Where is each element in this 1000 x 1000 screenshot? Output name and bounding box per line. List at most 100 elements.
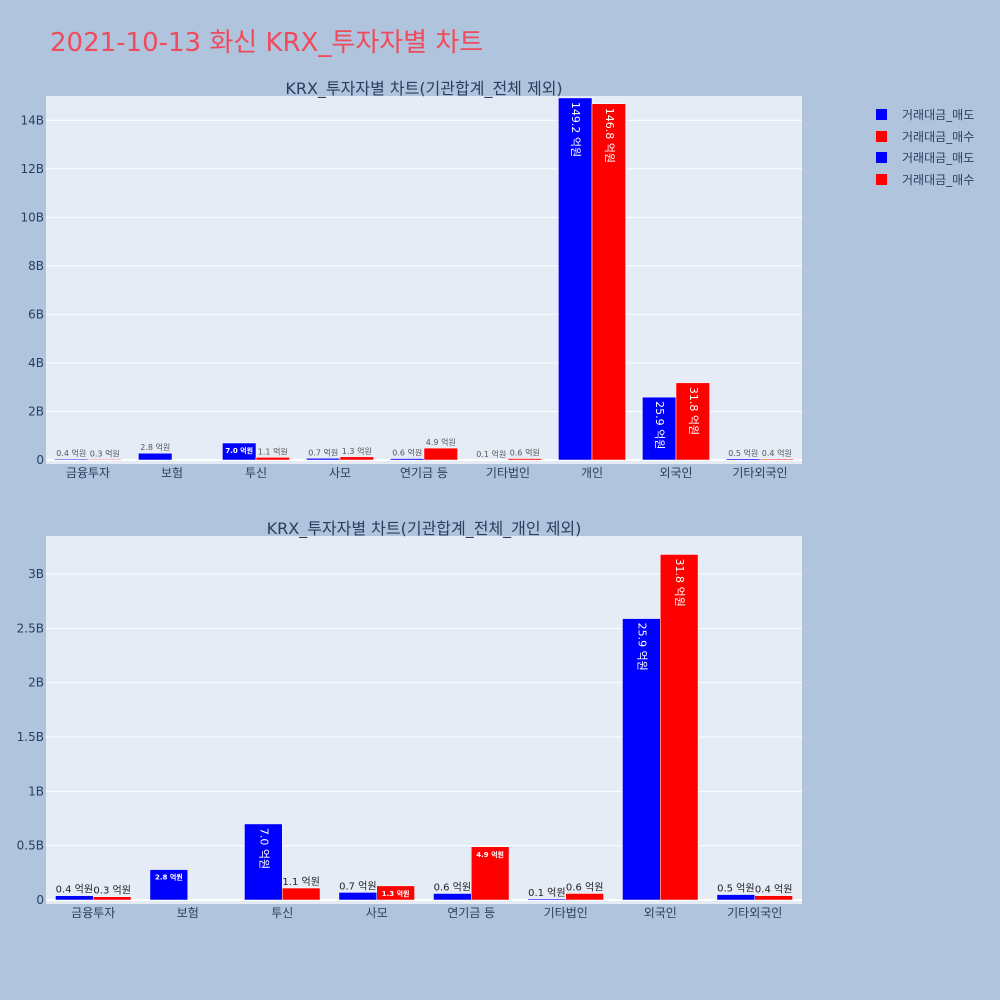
- chart-1-ytick-label: 4B: [28, 356, 44, 370]
- chart-1-xtick-label: 외국인: [659, 466, 692, 480]
- chart-2-bar-sell: [716, 894, 756, 901]
- chart-1-xtick-label: 투신: [245, 466, 267, 480]
- chart-1-ytick-label: 12B: [20, 162, 44, 176]
- chart-2-bar-sell: [149, 869, 188, 901]
- chart-1-bar-sell: [54, 458, 89, 461]
- legend-label: 거래대금_매수: [902, 172, 975, 187]
- chart-1-data-label: 149.2 억원: [569, 102, 582, 157]
- chart-2-data-label: 0.1 억원: [528, 887, 565, 899]
- chart-2-data-label: 0.4 억원: [56, 884, 93, 896]
- chart-1-bar-buy: [339, 456, 374, 461]
- chart-2-xtick-label: 보험: [177, 906, 199, 920]
- chart-2-xtick-label: 기타외국인: [727, 906, 782, 920]
- chart-2-bar-buy: [471, 846, 510, 901]
- legend-swatch-sell: [876, 152, 887, 164]
- chart-2-bar-sell: [527, 898, 567, 901]
- chart-1-bar-buy: [423, 447, 458, 461]
- chart-2-data-label: 2.8 억원: [155, 873, 183, 882]
- legend-item[interactable]: 거래대금_매수: [876, 126, 974, 148]
- chart-2-ytick-label: 1.5B: [17, 730, 44, 744]
- chart-2-xtick-label: 연기금 등: [447, 906, 495, 920]
- chart-2-data-label: 0.6 억원: [566, 881, 603, 893]
- chart-1-bar-sell: [222, 442, 257, 461]
- legend-item[interactable]: 거래대금_매수: [876, 169, 974, 191]
- chart-1-ytick-label: 10B: [20, 210, 44, 224]
- chart-2-data-label: 7.0 억원: [257, 828, 270, 869]
- chart-1-xtick-label: 연기금 등: [400, 466, 448, 480]
- chart-2-xtick-label: 투신: [271, 906, 293, 920]
- chart-1-data-label: 0.7 억원: [308, 447, 338, 457]
- chart-1-bar-sell: [306, 458, 341, 461]
- chart-1-bar-sell: [138, 452, 173, 461]
- chart-1-xtick-label: 기타법인: [486, 466, 530, 480]
- chart-1-bar-buy: [507, 458, 542, 461]
- chart-1-bar-sell: [390, 458, 425, 461]
- chart-2-ytick-label: 2B: [28, 676, 44, 690]
- chart-1-data-label: 1.3 억원: [342, 446, 372, 456]
- legend-item[interactable]: 거래대금_매도: [876, 147, 974, 169]
- chart-1-bar-sell: [726, 458, 761, 461]
- chart-2-bar-buy: [282, 887, 321, 901]
- chart-2-data-label: 25.9 억원: [635, 623, 648, 671]
- chart-2-bar-buy: [376, 885, 415, 901]
- chart-1-data-label: 31.8 억원: [687, 387, 700, 435]
- chart-2-data-label: 0.6 억원: [434, 881, 471, 893]
- chart-2-ytick-label: 3B: [28, 567, 44, 581]
- chart-1-title: KRX_투자자별 차트(기관합계_전체 제외): [285, 79, 562, 99]
- chart-1-data-label: 25.9 억원: [653, 401, 666, 449]
- legend[interactable]: 거래대금_매도 거래대금_매수 거래대금_매도 거래대금_매수: [876, 104, 974, 190]
- legend-swatch-sell: [876, 109, 887, 121]
- chart-1-xtick-label: 사모: [329, 466, 351, 480]
- chart-1-bar-buy: [591, 103, 626, 461]
- chart-2-xtick-label: 금융투자: [71, 906, 115, 920]
- legend-item[interactable]: 거래대금_매도: [876, 104, 974, 126]
- legend-label: 거래대금_매도: [902, 151, 975, 166]
- chart-2-bar-buy: [565, 893, 604, 901]
- chart-1-bar-sell: [642, 396, 677, 461]
- chart-2-bar-sell: [55, 895, 94, 901]
- chart-2-data-label: 0.5 억원: [717, 883, 754, 895]
- chart-1-data-label: 0.4 억원: [56, 448, 86, 458]
- chart-2-xtick-label: 외국인: [644, 906, 677, 920]
- chart-2-bar-buy: [93, 896, 132, 901]
- chart-1-xtick-label: 개인: [581, 466, 603, 480]
- chart-2-bar-sell: [433, 893, 472, 901]
- chart-1-xtick-label: 보험: [161, 466, 183, 480]
- page-title: 2021-10-13 화신 KRX_투자자별 차트: [50, 28, 484, 58]
- chart-1-data-label: 0.3 억원: [90, 448, 120, 458]
- chart-2-bar-sell: [622, 618, 661, 901]
- chart-2-bar-buy: [660, 554, 699, 901]
- chart-1-ytick-label: 6B: [28, 307, 44, 321]
- chart-1-bar-buy: [87, 459, 122, 461]
- chart-1-data-label: 0.5 억원: [728, 448, 758, 458]
- chart-2-ytick-label: 2.5B: [17, 621, 44, 635]
- chart-2-data-label: 31.8 억원: [673, 558, 686, 606]
- chart-1-data-label: 0.4 억원: [762, 448, 792, 458]
- chart-2-data-label: 4.9 억원: [476, 850, 504, 859]
- chart-1-ytick-label: 0: [36, 453, 44, 467]
- chart-1-data-label: 1.1 억원: [258, 446, 288, 456]
- chart-1-data-label: 2.8 억원: [140, 442, 170, 452]
- chart-2-data-label: 1.3 억원: [382, 889, 410, 898]
- chart-2-ytick-label: 1B: [28, 784, 44, 798]
- chart-1-ytick-label: 2B: [28, 404, 44, 418]
- chart-1-xtick-label: 기타외국인: [732, 466, 787, 480]
- chart-1-bar-buy: [255, 457, 290, 461]
- chart-2-data-label: 1.1 억원: [282, 876, 319, 888]
- chart-2-xtick-label: 사모: [366, 906, 388, 920]
- legend-label: 거래대금_매수: [902, 129, 975, 144]
- chart-1-data-label: 7.0 억원: [225, 446, 253, 455]
- chart-2-ytick-label: 0.5B: [17, 839, 44, 853]
- chart-2-ytick-label: 0: [36, 893, 44, 907]
- chart-1-bar-sell: [558, 97, 593, 461]
- chart-2-data-label: 0.4 억원: [755, 884, 792, 896]
- chart-2-bar-buy: [754, 895, 793, 901]
- chart-2-data-label: 0.3 억원: [93, 885, 130, 897]
- chart-1-data-label: 4.9 억원: [426, 437, 456, 447]
- legend-swatch-buy: [876, 130, 887, 142]
- chart-1-bar-buy: [759, 458, 794, 461]
- chart-1-data-label: 146.8 억원: [603, 108, 616, 163]
- chart-1-data-label: 0.6 억원: [510, 448, 540, 458]
- chart-1-data-label: 0.1 억원: [476, 449, 506, 459]
